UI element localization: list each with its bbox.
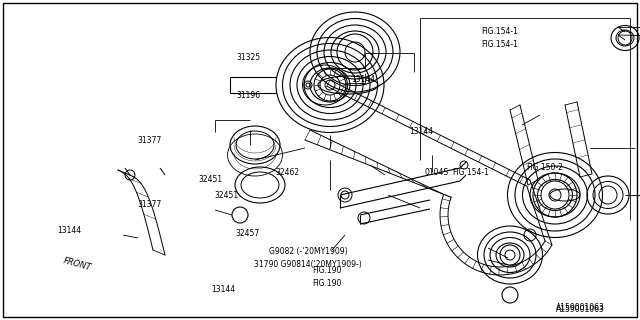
Text: FIG.154-1: FIG.154-1 [452,168,489,177]
Text: FIG.150-2: FIG.150-2 [527,164,564,172]
Text: 31377: 31377 [138,200,162,209]
Text: A159001063: A159001063 [556,305,604,314]
Text: 32457: 32457 [236,229,260,238]
Text: 13144: 13144 [410,127,434,136]
Text: 31196: 31196 [237,92,261,100]
Text: A159001063: A159001063 [556,303,605,313]
Text: FIG.154-1: FIG.154-1 [481,28,518,36]
Text: 13144: 13144 [58,226,82,235]
Text: 0104S: 0104S [425,168,449,177]
Text: G9082 (-'20MY1909): G9082 (-'20MY1909) [269,247,348,256]
Text: FIG.190: FIG.190 [312,279,342,288]
Text: FIG.154-1: FIG.154-1 [481,40,518,49]
Text: 32451: 32451 [198,175,223,184]
Text: 31377: 31377 [138,136,162,145]
Text: 31790 G90814('20MY1909-): 31790 G90814('20MY1909-) [254,260,362,268]
Text: 31325: 31325 [237,53,261,62]
Text: 13144: 13144 [351,76,375,84]
Text: FRONT: FRONT [63,256,93,272]
Text: 32451: 32451 [214,191,239,200]
Text: 32462: 32462 [275,168,300,177]
Text: FIG.190: FIG.190 [312,266,342,275]
Text: 13144: 13144 [211,285,236,294]
